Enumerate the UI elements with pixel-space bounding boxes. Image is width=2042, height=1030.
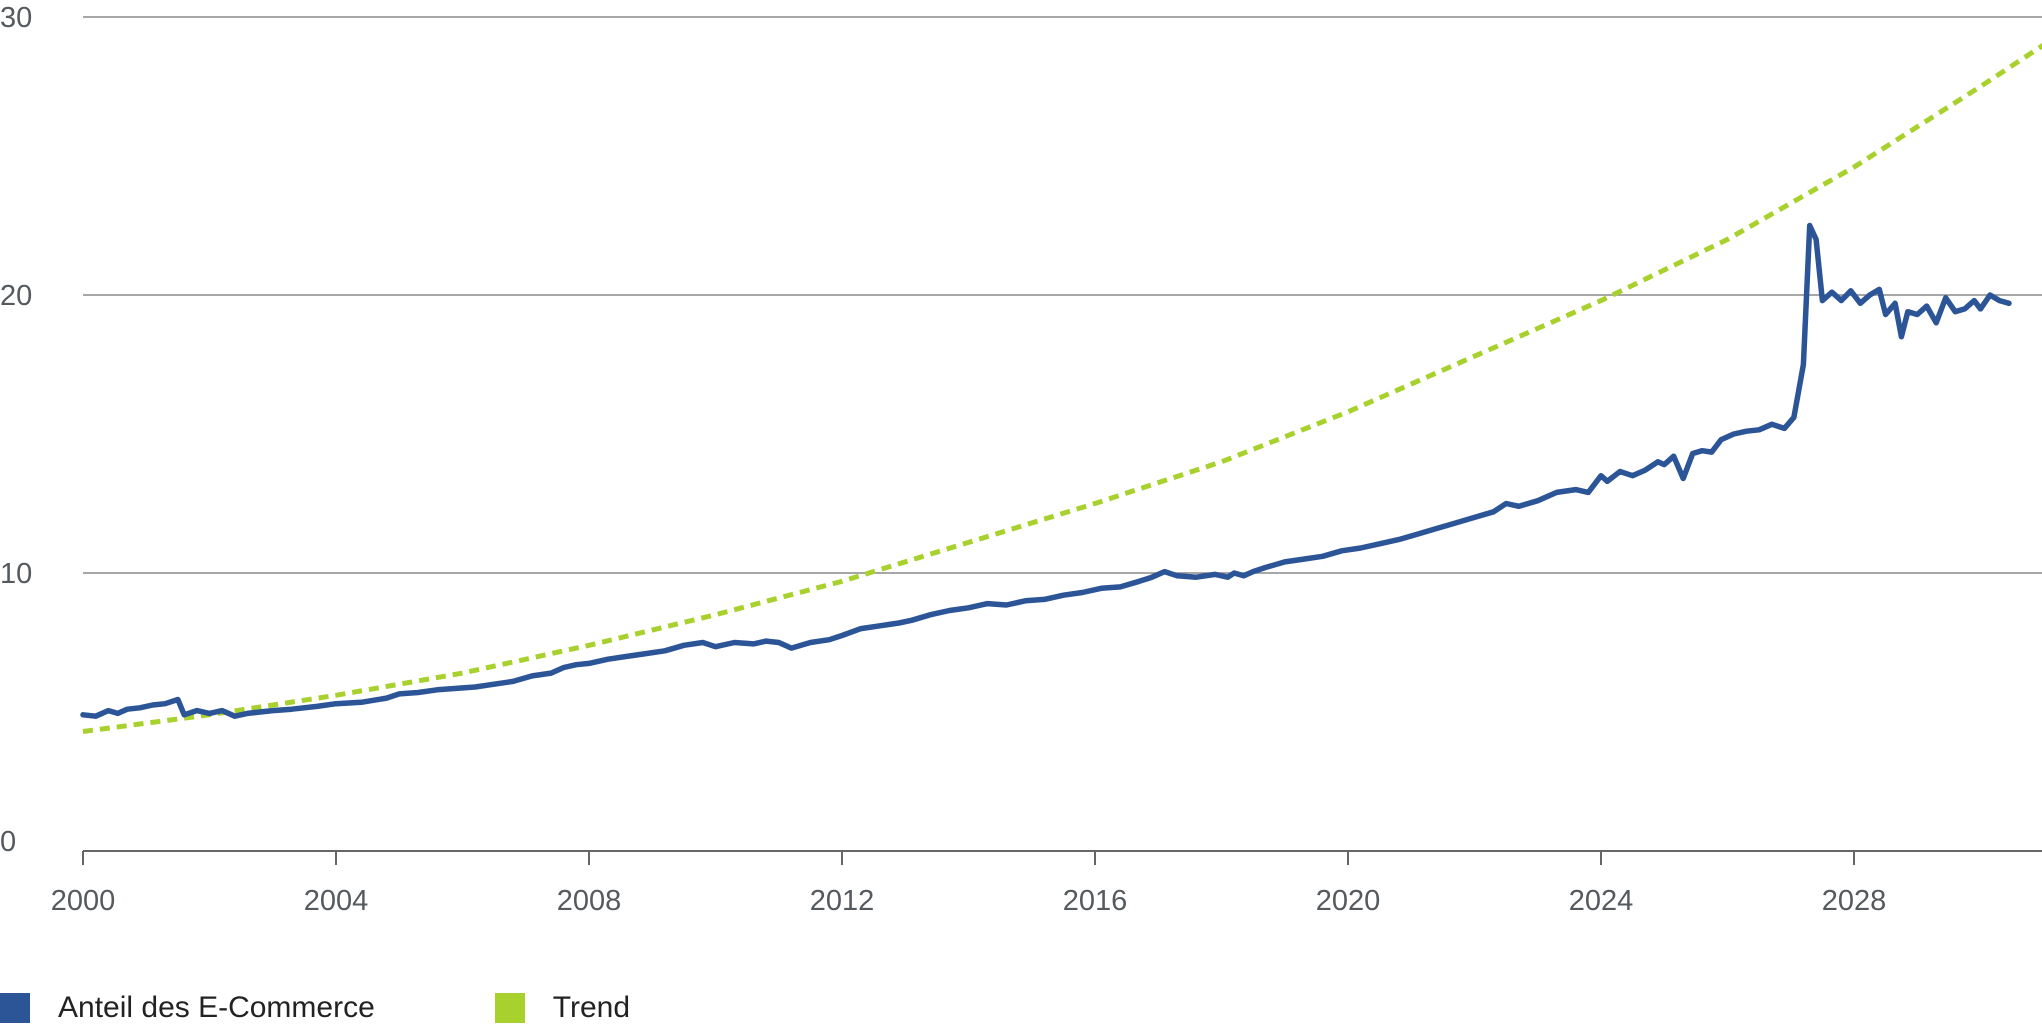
x-axis: 2000 2004 2008 2012 2016 2020 2024 2028 — [51, 850, 2042, 917]
x-tick-label: 2008 — [557, 885, 622, 917]
x-tick-label: 2012 — [810, 885, 875, 917]
y-tick-label: 10 — [0, 558, 32, 590]
legend-label-ecommerce: Anteil des E-Commerce — [58, 991, 375, 1024]
series-line-ecommerce — [80, 222, 2012, 719]
x-tick-label: 2004 — [304, 885, 369, 917]
y-tick-label: 20 — [0, 280, 32, 312]
legend-swatch-ecommerce — [0, 993, 30, 1023]
series-lines — [80, 42, 2042, 734]
y-tick-label: 30 — [0, 2, 32, 34]
legend-swatch-trend — [494, 993, 525, 1023]
legend-label-trend: Trend — [552, 991, 631, 1024]
grid-lines — [83, 16, 2042, 574]
legend: Anteil des E-Commerce Trend — [0, 990, 750, 1026]
x-tick-label: 2028 — [1822, 885, 1887, 917]
legend-item-ecommerce: Anteil des E-Commerce — [0, 991, 375, 1025]
x-tick-label: 2000 — [51, 885, 116, 917]
x-tick-label: 2016 — [1063, 885, 1128, 917]
x-tick-label: 2020 — [1316, 885, 1381, 917]
legend-item-trend: Trend — [494, 991, 631, 1025]
y-axis-tick-labels: 0 10 20 30 — [0, 2, 32, 858]
series-line-trend — [82, 42, 2042, 734]
x-tick-label: 2024 — [1569, 885, 1634, 917]
y-tick-label: 0 — [0, 826, 16, 858]
